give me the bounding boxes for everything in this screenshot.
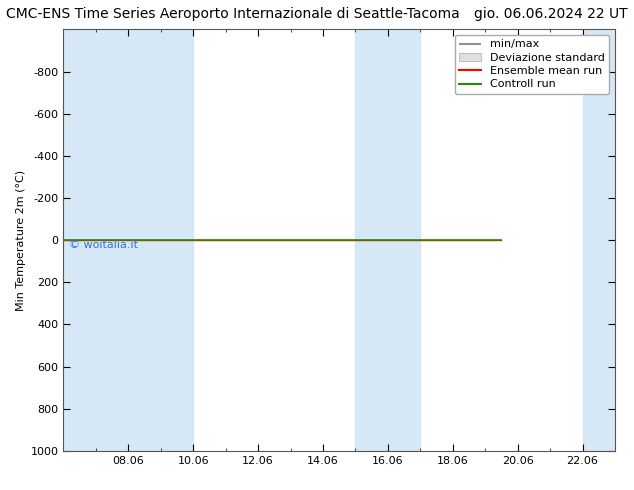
Bar <box>356 29 388 451</box>
Bar <box>63 29 161 451</box>
Text: gio. 06.06.2024 22 UT: gio. 06.06.2024 22 UT <box>474 7 628 22</box>
Y-axis label: Min Temperature 2m (°C): Min Temperature 2m (°C) <box>16 170 27 311</box>
Text: CMC-ENS Time Series Aeroporto Internazionale di Seattle-Tacoma: CMC-ENS Time Series Aeroporto Internazio… <box>6 7 460 22</box>
Text: © woitalia.it: © woitalia.it <box>69 240 138 250</box>
Legend: min/max, Deviazione standard, Ensemble mean run, Controll run: min/max, Deviazione standard, Ensemble m… <box>455 35 609 94</box>
Bar <box>388 29 420 451</box>
Bar <box>583 29 615 451</box>
Bar <box>161 29 193 451</box>
